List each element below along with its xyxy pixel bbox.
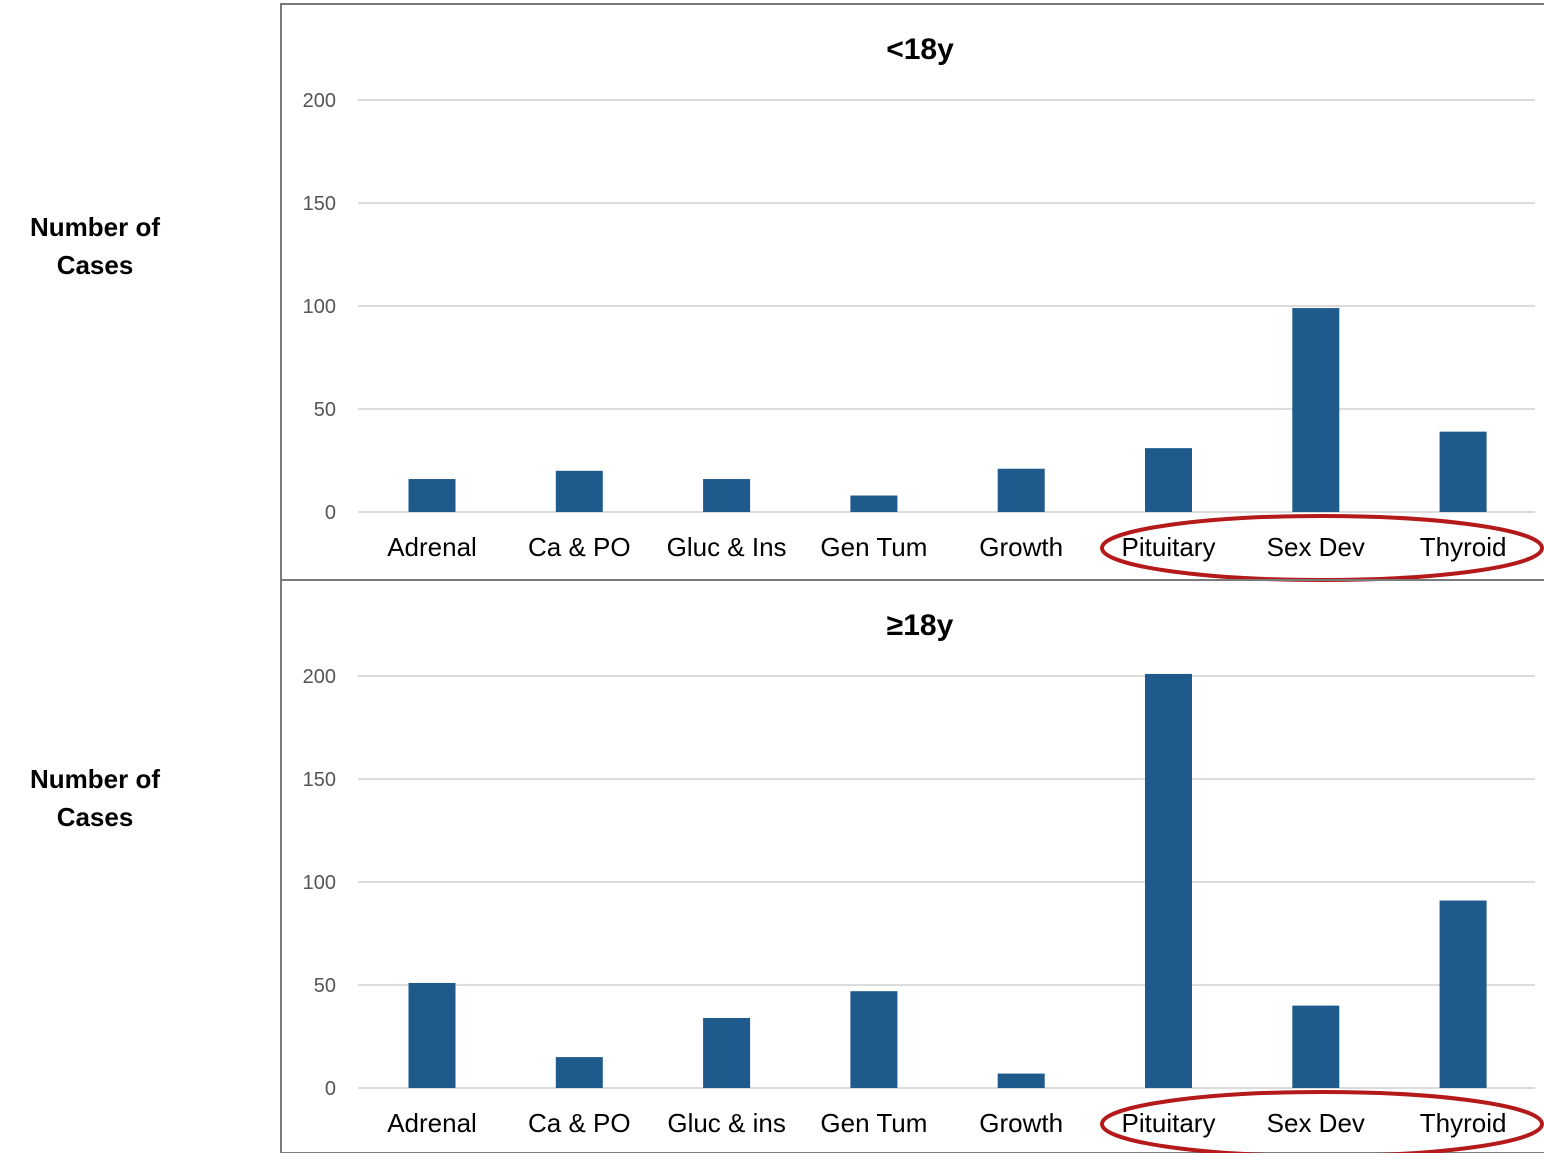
panel-1-y-tick-label: 0 <box>325 502 336 524</box>
panel-1-bar-ca-po <box>555 470 603 512</box>
y-axis-label-bottom-line2: Cases <box>56 802 134 832</box>
panel-1-bar-adrenal <box>408 479 456 512</box>
panel-2-x-category-label: Ca & PO <box>528 1108 631 1138</box>
panel-1-x-category-label: Thyroid <box>1420 532 1507 562</box>
panel-2-x-category-label: Gluc & ins <box>667 1108 786 1138</box>
panel-2-bar-growth <box>997 1073 1045 1088</box>
y-axis-label-top: Number of Cases <box>0 208 190 284</box>
panel-1-frame <box>280 3 1544 581</box>
panel-2-highlight-ellipse <box>1100 1090 1544 1153</box>
panel-2-bar-gen-tum <box>850 991 898 1088</box>
panel-2-x-category-label: Sex Dev <box>1267 1108 1365 1138</box>
panel-1-chart-title: <18y <box>886 33 954 66</box>
panel-1-bar-gluc-ins <box>703 479 751 512</box>
panel-2-y-tick-label: 200 <box>303 666 336 688</box>
panel-2-bar-thyroid <box>1439 900 1487 1088</box>
y-axis-label-bottom-line1: Number of <box>30 764 160 794</box>
panel-2-bar-pituitary <box>1145 673 1192 1088</box>
panel-2-x-category-label: Thyroid <box>1420 1108 1507 1138</box>
panel-1-bar-thyroid <box>1439 431 1487 512</box>
panel-1-y-tick-label: 150 <box>303 193 336 215</box>
panel-1-x-category-label: Gluc & Ins <box>667 532 787 562</box>
panel-2-x-category-label: Growth <box>979 1108 1063 1138</box>
panel-2-y-tick-label: 50 <box>314 975 336 997</box>
panel-1-x-category-label: Adrenal <box>387 532 477 562</box>
panel-1-x-category-label: Sex Dev <box>1267 532 1365 562</box>
panel-1-y-tick-label: 50 <box>314 399 336 421</box>
panel-1-bar-growth <box>997 468 1045 512</box>
panel-1-x-category-label: Growth <box>979 532 1063 562</box>
panel-1-bar-pituitary <box>1145 448 1192 512</box>
panel-2-bar-gluc-ins <box>703 1017 751 1088</box>
panel-1-y-tick-label: 100 <box>303 296 336 318</box>
y-axis-label-bottom: Number of Cases <box>0 760 190 836</box>
panel-2-bar-ca-po <box>555 1057 603 1088</box>
panel-1-y-tick-label: 200 <box>303 90 336 112</box>
panel-2-x-category-label: Gen Tum <box>820 1108 927 1138</box>
panel-1-bar-sex-dev <box>1292 308 1340 512</box>
panel-2-frame <box>280 579 1544 1153</box>
panel-2-x-category-label: Pituitary <box>1122 1108 1216 1138</box>
panel-2-y-tick-label: 150 <box>303 769 336 791</box>
panel-1-x-category-label: Ca & PO <box>528 532 631 562</box>
y-axis-label-top-line2: Cases <box>56 250 134 280</box>
panel-2-bar-adrenal <box>408 982 456 1088</box>
panel-1-x-category-label: Gen Tum <box>820 532 927 562</box>
panel-1-bar-gen-tum <box>850 495 898 512</box>
panel-2-y-tick-label: 0 <box>325 1078 336 1100</box>
panel-1-x-category-label: Pituitary <box>1122 532 1216 562</box>
panel-2-y-tick-label: 100 <box>303 872 336 894</box>
panel-2-bar-sex-dev <box>1292 1005 1340 1088</box>
panel-2-x-category-label: Adrenal <box>387 1108 477 1138</box>
y-axis-label-top-line1: Number of <box>30 212 160 242</box>
panel-2-chart-title: ≥18y <box>887 609 954 642</box>
